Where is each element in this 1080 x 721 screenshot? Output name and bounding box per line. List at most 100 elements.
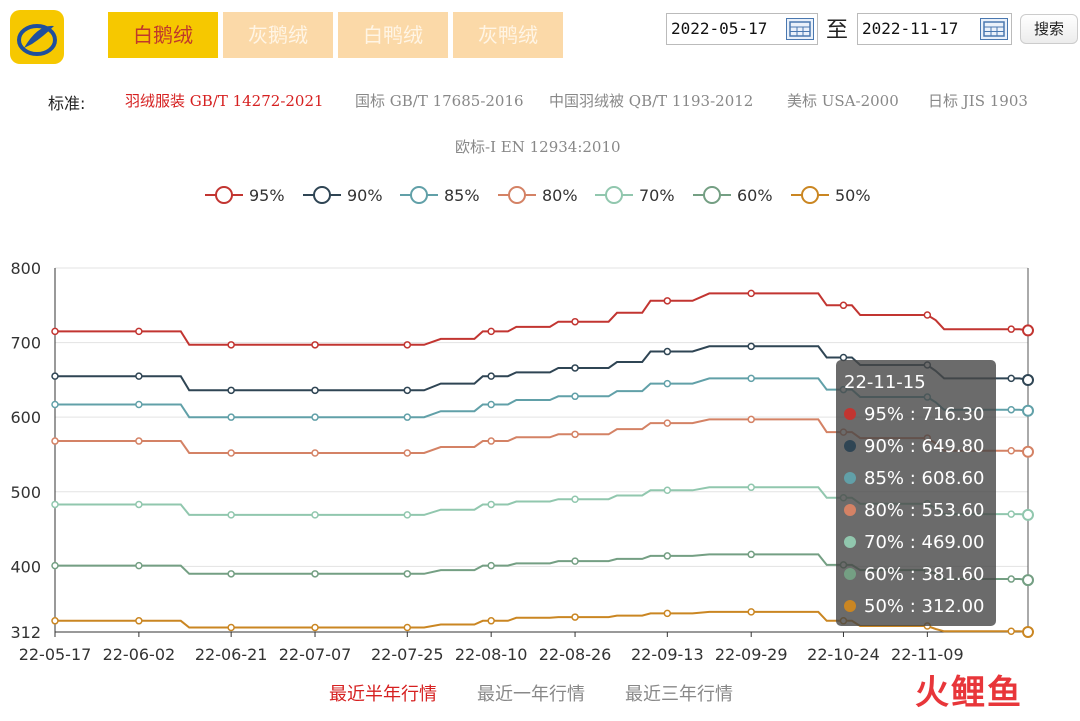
y-tick-label: 600 (10, 408, 41, 427)
tab-white-goose-down[interactable]: 白鹅绒 (108, 12, 218, 58)
tooltip-swatch (844, 408, 856, 420)
series-point (747, 550, 755, 559)
series-point (311, 570, 319, 578)
series-point (311, 413, 319, 421)
series-point (923, 311, 932, 319)
y-tick-label: 312 (10, 623, 41, 642)
series-point (403, 449, 412, 457)
tab-white-duck-down[interactable]: 白鸭绒 (338, 12, 448, 58)
watermark-logo: 火鲤鱼 (915, 668, 1065, 721)
period-one-year-link[interactable]: 最近一年行情 (477, 684, 585, 705)
series-point (227, 570, 235, 578)
series-point (663, 347, 672, 356)
series-point (571, 495, 579, 503)
series-point (663, 379, 672, 388)
y-tick-label: 400 (10, 557, 41, 576)
tab-grey-goose-down[interactable]: 灰鹅绒 (223, 12, 333, 58)
series-point-highlight (1022, 445, 1034, 458)
series-point (403, 570, 412, 578)
tooltip-row: 50% : 312.00 (864, 596, 985, 617)
y-tick-label: 800 (10, 259, 41, 278)
period-three-year-link[interactable]: 最近三年行情 (625, 684, 733, 705)
series-point (51, 372, 59, 380)
series-point (51, 437, 59, 445)
watermark-logo-image: 火鲤鱼 (915, 673, 1021, 713)
legend-label: 85% (444, 186, 480, 205)
series-point (747, 374, 755, 383)
legend-label: 60% (737, 186, 773, 205)
series-point-highlight (1022, 574, 1034, 587)
series-point (571, 613, 579, 621)
tooltip-date: 22-11-15 (844, 372, 926, 393)
series-point (227, 413, 235, 421)
tab-grey-duck-down[interactable]: 灰鸭绒 (453, 12, 563, 58)
series-point (663, 486, 672, 495)
standard-gbt-17685[interactable]: 国标 GB/T 17685-2016 (355, 92, 524, 110)
legend-label: 95% (249, 186, 285, 205)
search-button[interactable]: 搜索 (1020, 14, 1078, 44)
series-point-highlight (1022, 374, 1034, 387)
legend-marker (801, 186, 819, 204)
series-point (487, 561, 495, 570)
tooltip-swatch (844, 600, 856, 612)
end-date-value: 2022-11-17 (862, 19, 959, 38)
series-point (135, 617, 143, 625)
series-point (227, 623, 235, 632)
series-point (51, 400, 59, 409)
end-date-field[interactable]: 2022-11-17 (857, 13, 1012, 45)
tooltip-row: 90% : 649.80 (864, 436, 985, 457)
series-point (135, 437, 143, 445)
legend-marker (313, 186, 331, 204)
series-point (51, 500, 59, 509)
series-point (227, 386, 235, 395)
tooltip-row: 70% : 469.00 (864, 532, 985, 553)
price-line-chart: 312 400 500 600 700 800 22-05-17 22-06-02 22-06-… (10, 186, 1034, 660)
series-point (1007, 325, 1015, 333)
calendar-icon[interactable] (786, 18, 814, 40)
series-point (663, 552, 672, 560)
x-tick-label: 22-10-24 (807, 645, 880, 660)
legend-label: 80% (542, 186, 578, 205)
standard-qbt-1193[interactable]: 中国羽绒被 QB/T 1193-2012 (549, 92, 754, 110)
series-point (571, 392, 579, 401)
series-point (227, 511, 235, 519)
series-point (403, 413, 412, 421)
feather-logo-icon (17, 24, 57, 56)
x-tick-label: 22-07-25 (371, 645, 444, 660)
standard-jis-1903[interactable]: 日标 JIS 1903 (928, 92, 1028, 110)
tooltip-swatch (844, 568, 856, 580)
series-point-highlight (1022, 404, 1034, 417)
series-point (311, 449, 319, 457)
x-tick-label: 22-06-02 (103, 645, 176, 660)
series-point (487, 617, 495, 625)
standard-gbt-14272[interactable]: 羽绒服装 GB/T 14272-2021 (125, 92, 324, 110)
series-point (487, 327, 495, 336)
legend-label: 70% (639, 186, 675, 205)
series-point (747, 483, 755, 492)
series-point (135, 372, 143, 380)
series-point (839, 301, 848, 310)
series-point (1007, 510, 1015, 518)
series-point (51, 327, 59, 336)
tooltip-row: 85% : 608.60 (864, 468, 985, 489)
standard-usa-2000[interactable]: 美标 USA-2000 (787, 92, 899, 110)
standard-en-12934[interactable]: 欧标-I EN 12934:2010 (455, 138, 621, 156)
x-tick-label: 22-08-26 (539, 645, 612, 660)
x-tick-label: 22-06-21 (195, 645, 268, 660)
series-point (487, 437, 495, 445)
series-point (571, 317, 579, 326)
series-point (839, 353, 848, 362)
series-point (403, 341, 412, 349)
series-point (571, 557, 579, 565)
start-date-field[interactable]: 2022-05-17 (666, 13, 818, 45)
period-half-year-link[interactable]: 最近半年行情 (329, 684, 437, 705)
series-point (311, 386, 319, 395)
series-point (311, 623, 319, 632)
tooltip-box (836, 360, 996, 626)
calendar-icon[interactable] (980, 18, 1008, 40)
series-point (487, 400, 495, 409)
site-logo[interactable] (10, 10, 64, 64)
legend-label: 90% (347, 186, 383, 205)
series-point (747, 289, 755, 298)
tooltip-swatch (844, 472, 856, 484)
